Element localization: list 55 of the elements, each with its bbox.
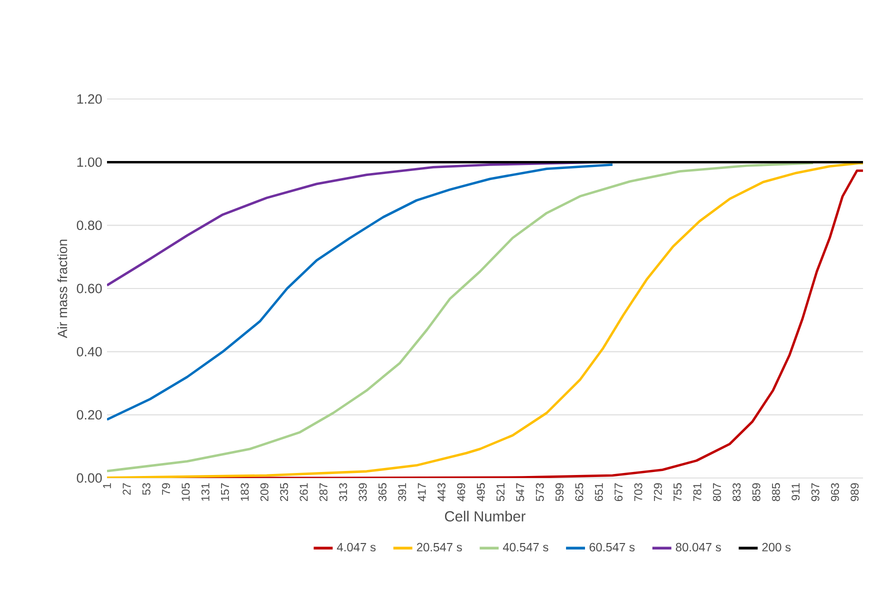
y-tick-label: 1.20 — [77, 94, 102, 104]
x-tick-label: 755 — [674, 483, 682, 502]
x-tick-label: 157 — [221, 483, 230, 501]
x-tick-label: 235 — [280, 483, 288, 502]
x-tick-label: 625 — [575, 483, 584, 502]
x-tick-label: 443 — [437, 483, 446, 502]
x-tick-label: 677 — [614, 483, 623, 502]
y-tick-label: 0.80 — [76, 220, 102, 230]
x-tick-label: 911 — [792, 483, 800, 500]
x-tick-label: 859 — [752, 483, 760, 502]
x-tick-label: 391 — [398, 483, 406, 502]
x-tick-label: 963 — [831, 483, 840, 502]
y-tick-label: 1.00 — [77, 157, 102, 167]
x-tick-label: 547 — [516, 483, 524, 502]
y-axis-title: Air mass fraction — [57, 240, 68, 338]
y-tick-label: 0.00 — [76, 473, 102, 483]
legend-label: 80.047 s — [676, 542, 721, 552]
x-tick-label: 53 — [142, 483, 150, 495]
x-tick-label: 833 — [732, 483, 741, 502]
x-tick-label: 365 — [378, 483, 386, 502]
y-tick-label: 0.60 — [76, 284, 102, 294]
line-series — [107, 163, 614, 421]
x-tick-label: 27 — [122, 483, 131, 495]
legend-label: 4.047 s — [336, 542, 376, 552]
x-tick-label: 339 — [358, 483, 367, 502]
x-tick-label: 781 — [693, 483, 702, 502]
x-tick-label: 495 — [476, 483, 485, 502]
x-tick-label: 313 — [339, 483, 348, 502]
x-tick-label: 209 — [260, 483, 268, 502]
x-tick-label: 105 — [182, 483, 190, 501]
x-tick-label: 131 — [201, 483, 210, 501]
x-tick-label: 521 — [496, 483, 505, 502]
x-tick-label: 885 — [772, 483, 780, 502]
legend-label: 60.547 s — [590, 542, 635, 552]
x-tick-label: 469 — [457, 483, 466, 502]
x-tick-label: 703 — [634, 483, 642, 502]
x-tick-label: 417 — [418, 483, 426, 502]
x-tick-label: 183 — [240, 483, 249, 501]
x-tick-label: 807 — [712, 483, 721, 502]
y-tick-label: 0.40 — [76, 346, 102, 356]
x-tick-label: 573 — [536, 483, 544, 502]
x-tick-label: 989 — [850, 483, 859, 502]
legend-label: 40.547 s — [502, 542, 548, 552]
x-tick-label: 261 — [300, 483, 308, 502]
x-tick-label: 651 — [594, 483, 603, 502]
x-tick-label: 79 — [162, 483, 170, 495]
y-tick-label: 0.20 — [76, 410, 102, 420]
x-tick-label: 599 — [556, 483, 564, 502]
legend-label: 20.547 s — [416, 542, 462, 552]
x-tick-label: 937 — [811, 483, 820, 502]
x-tick-label: 287 — [319, 483, 328, 502]
x-tick-label: 729 — [654, 483, 662, 502]
x-axis-title: Cell Number — [445, 510, 526, 522]
legend-label: 200 s — [762, 542, 791, 552]
x-tick-label: 1 — [103, 483, 111, 488]
